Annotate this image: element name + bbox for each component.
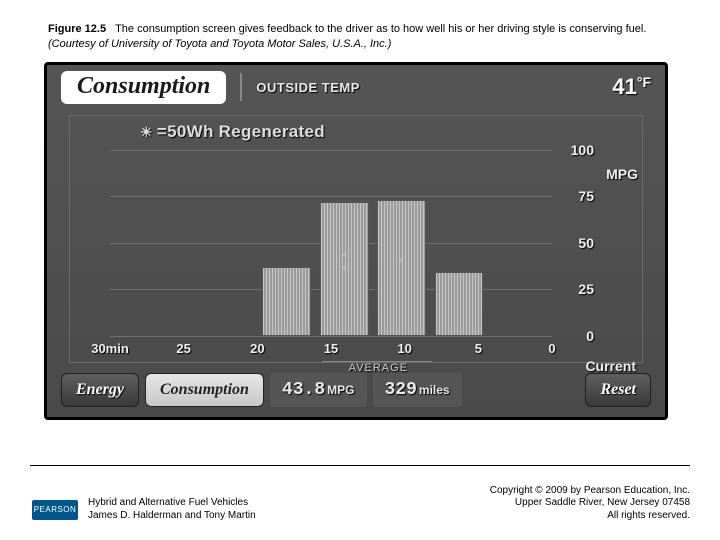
outside-temp-value: 41°F bbox=[612, 74, 651, 100]
chart-area: ☀=50Wh Regenerated MPG Current AVERAGE 0… bbox=[69, 115, 643, 363]
gridline bbox=[110, 336, 552, 337]
copyright-block: Copyright © 2009 by Pearson Education, I… bbox=[490, 485, 690, 523]
outside-temp-label: OUTSIDE TEMP bbox=[256, 80, 360, 95]
screen-header: Consumption OUTSIDE TEMP 41°F bbox=[47, 65, 665, 108]
caption-text: The consumption screen gives feedback to… bbox=[115, 23, 646, 35]
header-divider bbox=[240, 73, 242, 101]
x-tick: 5 bbox=[475, 341, 482, 356]
y-tick: 0 bbox=[558, 328, 594, 344]
energy-button[interactable]: Energy bbox=[61, 373, 139, 407]
avg-mpg-display: 43.8MPG bbox=[270, 373, 367, 407]
figure-caption: Figure 12.5 The consumption screen gives… bbox=[0, 0, 720, 56]
regen-marker-icon: ☀ bbox=[340, 250, 348, 261]
consumption-button[interactable]: Consumption bbox=[145, 373, 264, 407]
y-tick: 100 bbox=[558, 142, 594, 158]
y-axis-unit: MPG bbox=[606, 166, 638, 182]
publisher-block: PEARSON Hybrid and Alternative Fuel Vehi… bbox=[32, 497, 256, 522]
gridline bbox=[110, 150, 552, 151]
regen-marker-icon: ☀ bbox=[340, 263, 348, 274]
y-tick: 50 bbox=[558, 235, 594, 251]
reset-button[interactable]: Reset bbox=[585, 373, 651, 407]
page-rule bbox=[30, 465, 690, 466]
screen-footer: Energy Consumption 43.8MPG 329miles Rese… bbox=[61, 373, 651, 407]
consumption-screen: Consumption OUTSIDE TEMP 41°F ☀=50Wh Reg… bbox=[44, 62, 668, 420]
gridline bbox=[110, 196, 552, 197]
x-tick: 15 bbox=[324, 341, 338, 356]
pearson-logo: PEARSON bbox=[32, 500, 78, 520]
x-tick: 10 bbox=[397, 341, 411, 356]
sun-icon: ☀ bbox=[140, 124, 153, 140]
miles-display: 329miles bbox=[373, 373, 462, 407]
bar bbox=[377, 200, 426, 336]
x-tick: 30min bbox=[91, 341, 129, 356]
bar-plot: MPG Current AVERAGE 025507510030min25201… bbox=[110, 150, 552, 336]
page-footer: PEARSON Hybrid and Alternative Fuel Vehi… bbox=[32, 485, 690, 523]
y-tick: 25 bbox=[558, 281, 594, 297]
current-label: Current bbox=[585, 358, 636, 374]
y-tick: 75 bbox=[558, 188, 594, 204]
x-tick: 25 bbox=[176, 341, 190, 356]
regen-legend: ☀=50Wh Regenerated bbox=[140, 122, 325, 142]
x-tick: 0 bbox=[548, 341, 555, 356]
regen-marker-icon: ☀ bbox=[398, 256, 406, 267]
bar bbox=[435, 272, 484, 335]
figure-number: Figure 12.5 bbox=[48, 23, 106, 35]
x-tick: 20 bbox=[250, 341, 264, 356]
caption-credit: (Courtesy of University of Toyota and To… bbox=[48, 38, 391, 50]
screen-title: Consumption bbox=[61, 71, 226, 104]
book-info: Hybrid and Alternative Fuel Vehicles Jam… bbox=[88, 497, 256, 522]
bar bbox=[262, 267, 311, 336]
